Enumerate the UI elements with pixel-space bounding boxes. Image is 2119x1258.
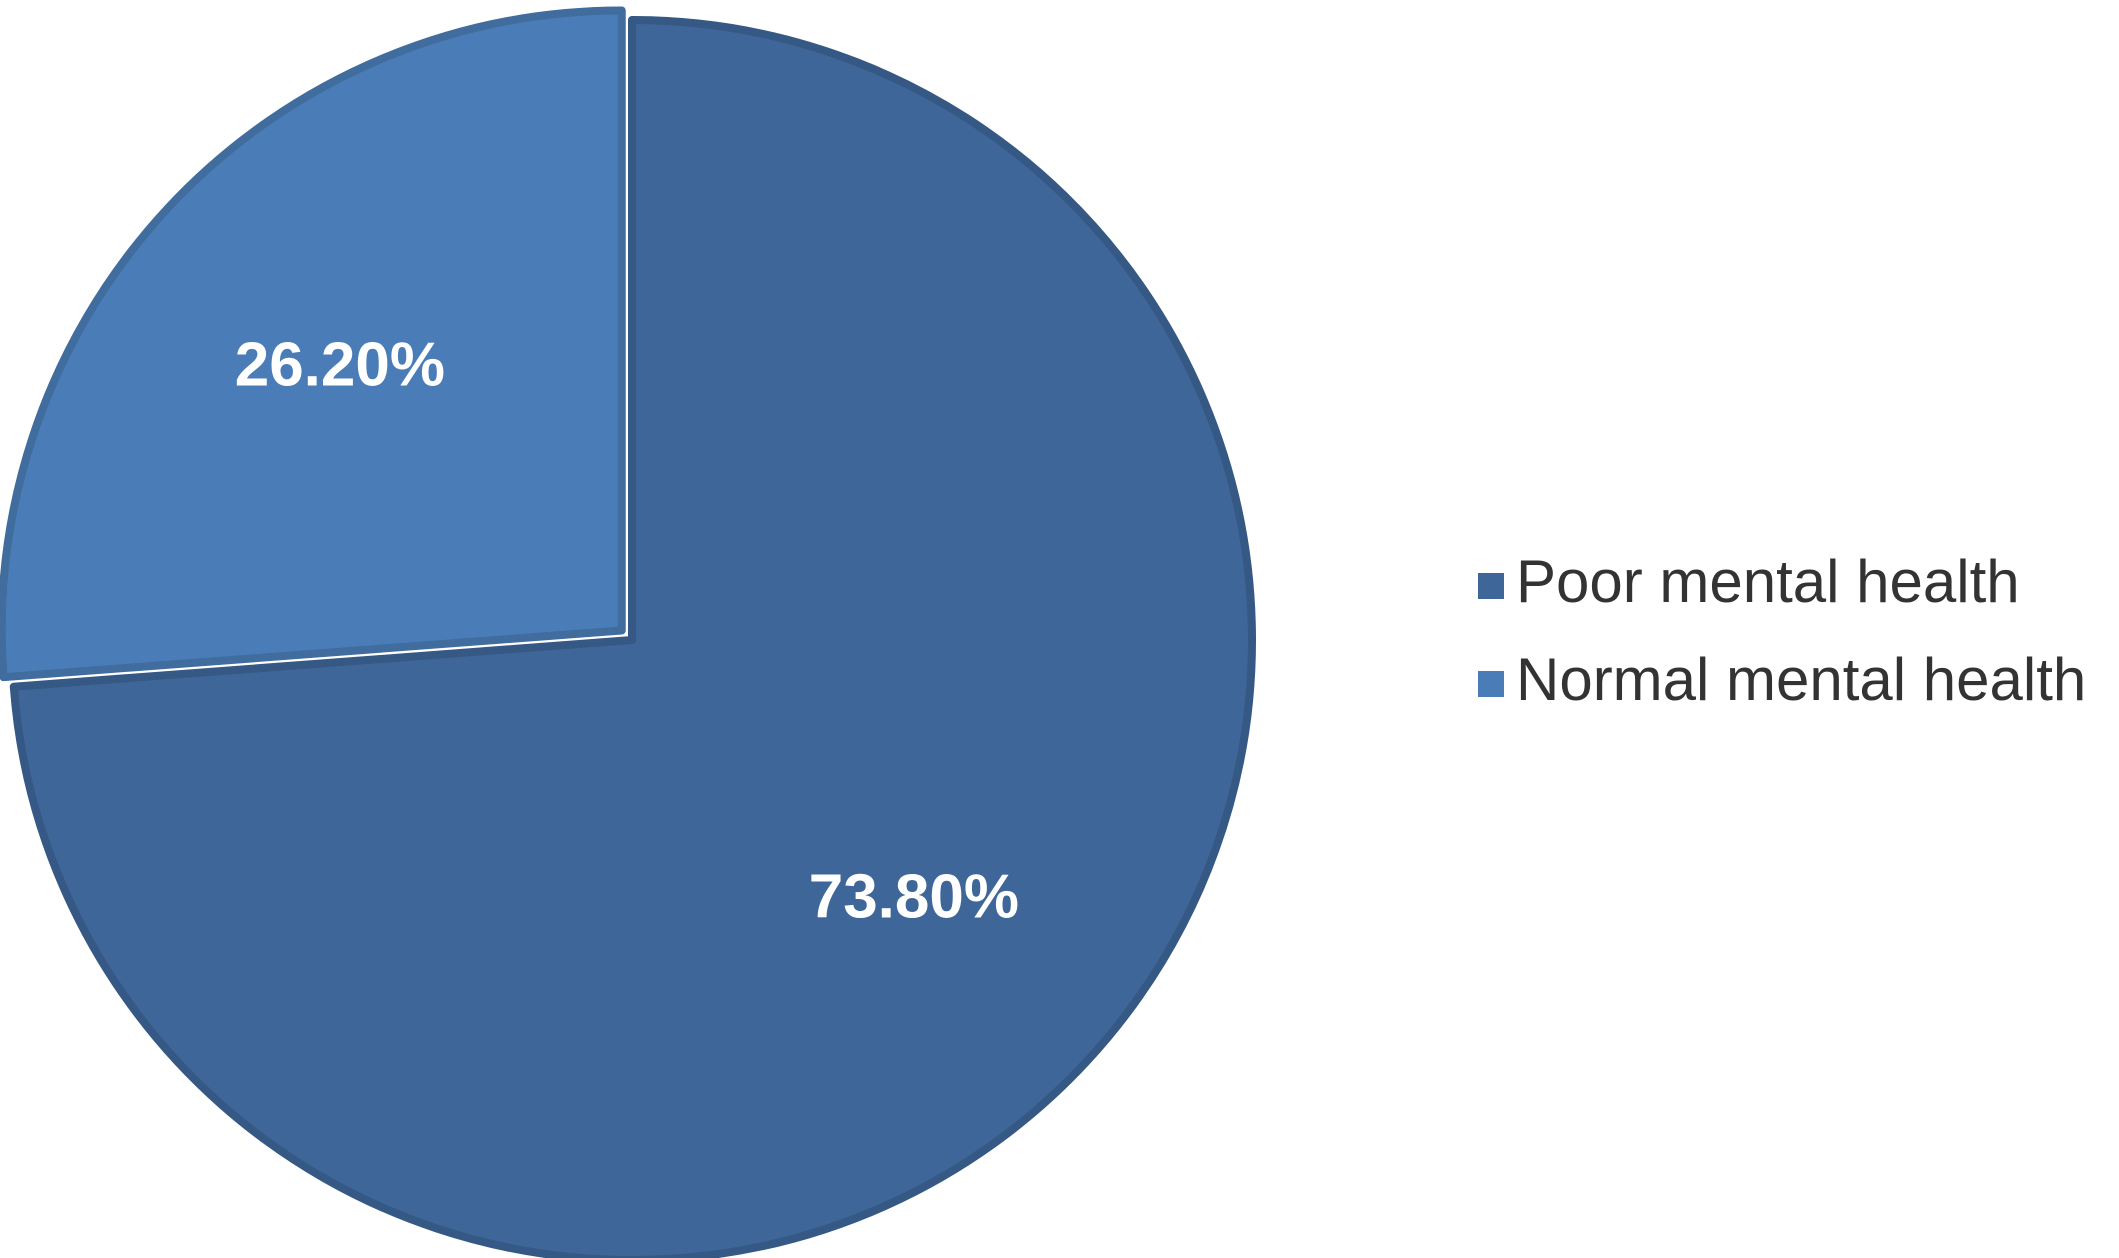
legend-swatch-normal-mental-health [1478, 671, 1504, 697]
pie-slices [0, 6, 1256, 1258]
legend-item-normal-mental-health: Normal mental health [1478, 646, 2086, 713]
pie-label-poor-mental-health: 73.80% [809, 863, 1019, 932]
legend-label-poor-mental-health: Poor mental health [1516, 548, 2020, 615]
pie-label-normal-mental-health: 26.20% [235, 330, 445, 399]
pie-slice-poor-mental-health [9, 16, 1256, 1258]
legend: Poor mental health Normal mental health [1478, 548, 2086, 713]
pie-labels: 73.80% 26.20% [235, 330, 1019, 931]
legend-swatch-poor-mental-health [1478, 573, 1504, 599]
legend-label-normal-mental-health: Normal mental health [1516, 646, 2086, 713]
legend-item-poor-mental-health: Poor mental health [1478, 548, 2020, 615]
pie-slice-normal-mental-health [0, 6, 626, 682]
